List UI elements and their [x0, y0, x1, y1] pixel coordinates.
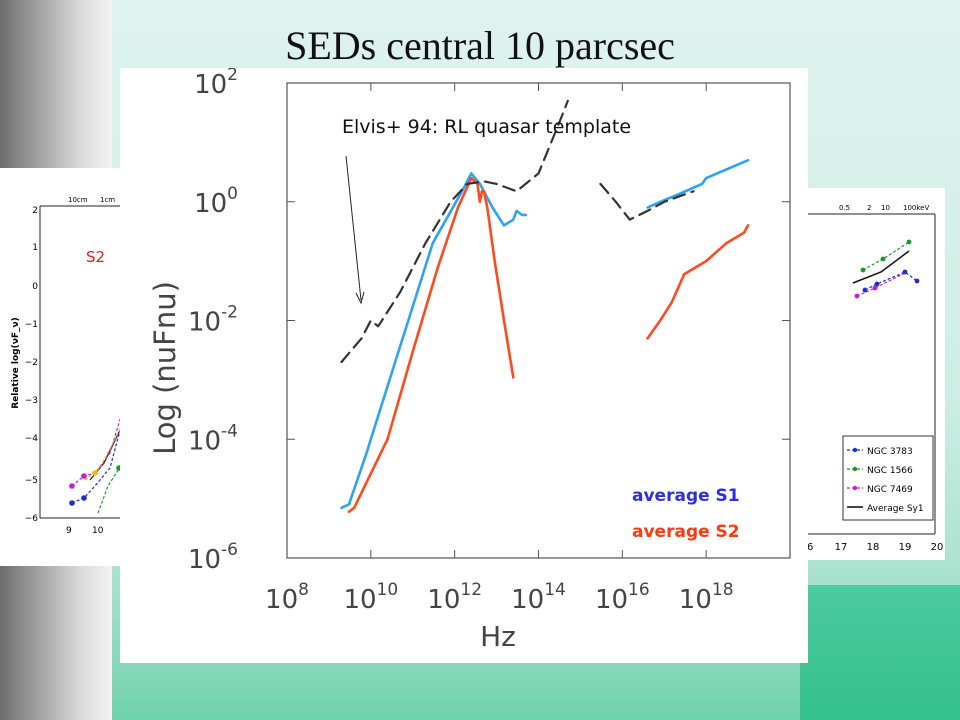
annotation-arrow-line [345, 155, 362, 301]
legend-average-s2: average S2 [632, 522, 740, 542]
x-tick-label: 1016 [595, 580, 650, 615]
right-legend-ngc7469: NGC 7469 [867, 485, 913, 495]
right-dot [914, 278, 920, 284]
x-tick-label: 1012 [427, 580, 482, 615]
main-annotation: Elvis+ 94: RL quasar template [342, 116, 631, 138]
left-y-axis-label: Relative log(νF_ν) [11, 317, 21, 409]
series-line-0 [340, 172, 528, 510]
main-sed-panel: 108 1010 1012 1014 1016 1018 102 100 10-2 10-4 10-… [120, 65, 808, 663]
x-tick-exp: 10 [377, 580, 399, 600]
main-x-axis-label: Hz [480, 620, 516, 653]
y-tick-label: 10-6 [188, 540, 238, 575]
right-line-black [852, 250, 910, 284]
left-dot [81, 495, 87, 501]
left-sed-panel: 10cm 1cm 2 1 0 −1 −2 −3 −4 −5 −6 9 10 Re… [0, 168, 123, 566]
y-tick-label: 10-4 [188, 421, 238, 456]
left-xtick-9: 9 [66, 526, 72, 536]
y-tick-exp: -6 [221, 540, 238, 560]
left-ytick-m5: −5 [25, 476, 38, 486]
right-dot [880, 256, 886, 262]
left-top-tick-1cm: 1cm [100, 196, 115, 204]
x-tick-exp: 8 [298, 580, 309, 600]
x-tick-exp: 12 [460, 580, 482, 600]
left-dot [69, 500, 75, 506]
right-legend-ngc1566: NGC 1566 [867, 466, 913, 476]
left-ytick-m3: −3 [25, 396, 38, 406]
x-tick-label: 1010 [343, 580, 398, 615]
right-line-blue [864, 271, 918, 291]
right-dot [902, 269, 908, 275]
right-dot [860, 267, 866, 273]
left-line-green [97, 463, 123, 514]
left-dot [69, 483, 75, 489]
left-line-orange [84, 425, 123, 481]
right-legend-ngc3783: NGC 3783 [867, 447, 913, 457]
left-top-tick-10cm: 10cm [68, 196, 88, 204]
main-series-group [340, 99, 750, 514]
right-legend-dot [852, 447, 858, 453]
y-tick-label: 100 [194, 184, 238, 219]
left-ytick-1: 1 [32, 243, 38, 253]
y-tick-label: 10-2 [188, 303, 238, 338]
left-ytick-m4: −4 [25, 434, 39, 444]
right-xtick-20: 20 [931, 542, 944, 553]
right-legend-dot [852, 485, 858, 491]
left-ytick-m2: −2 [25, 358, 38, 368]
right-dot [906, 239, 912, 245]
left-dot [81, 473, 87, 479]
corner-green-block [800, 585, 960, 720]
series-line-2 [340, 99, 569, 364]
legend-average-s1: average S1 [632, 486, 740, 506]
series-line-2 [599, 182, 695, 221]
right-top-tick-10: 10 [881, 204, 890, 212]
slide-title: SEDs central 10 parcsec [285, 23, 675, 68]
left-s2-label: S2 [86, 248, 105, 266]
y-tick-exp: 2 [227, 68, 238, 85]
series-line-0 [646, 158, 750, 209]
x-tick-exp: 18 [712, 580, 734, 600]
main-y-axis-label: Log (nuFnu) [148, 281, 182, 455]
right-xtick-18: 18 [867, 542, 880, 553]
x-tick-exp: 16 [628, 580, 650, 600]
right-xtick-17: 17 [835, 542, 848, 553]
y-tick-label: 102 [194, 68, 238, 100]
right-sed-svg: 0.5 2 10 100keV 16 17 18 19 20 NGC 3783 … [795, 204, 944, 553]
x-tick-label: 1014 [511, 580, 566, 615]
right-dot [872, 285, 878, 291]
series-line-1 [646, 224, 750, 340]
series-line-1 [347, 176, 515, 514]
right-sed-panel: 0.5 2 10 100keV 16 17 18 19 20 NGC 3783 … [795, 188, 945, 560]
left-dot [92, 470, 98, 476]
right-legend-dot [852, 466, 858, 472]
y-tick-exp: -4 [221, 421, 238, 441]
left-ytick-0: 0 [32, 282, 38, 292]
main-sed-chart: 108 1010 1012 1014 1016 101810210010-210-410-… [148, 65, 791, 653]
x-tick-exp: 14 [544, 580, 566, 600]
left-xtick-10: 10 [92, 526, 104, 536]
left-ytick-m1: −1 [25, 320, 38, 330]
right-legend-average-sy1: Average Sy1 [867, 504, 924, 514]
y-tick-exp: -2 [221, 303, 238, 323]
y-tick-exp: 0 [227, 184, 238, 204]
right-xtick-19: 19 [899, 542, 912, 553]
right-dot [862, 287, 868, 293]
right-top-tick-100kev: 100keV [903, 204, 929, 212]
right-line-magenta [856, 272, 906, 297]
right-top-tick-05: 0.5 [839, 204, 850, 212]
right-top-tick-2: 2 [867, 204, 871, 212]
x-tick-label: 1018 [679, 580, 734, 615]
left-line-blue [71, 422, 123, 504]
annotation-arrowhead [355, 291, 365, 305]
left-ytick-2: 2 [32, 206, 38, 216]
left-ytick-m6: −6 [25, 514, 39, 524]
main-axes [286, 82, 791, 559]
right-dot [854, 293, 860, 299]
left-sed-svg: 10cm 1cm 2 1 0 −1 −2 −3 −4 −5 −6 9 10 Re… [11, 196, 123, 536]
right-dot [874, 281, 880, 287]
x-tick-label: 108 [265, 580, 309, 615]
